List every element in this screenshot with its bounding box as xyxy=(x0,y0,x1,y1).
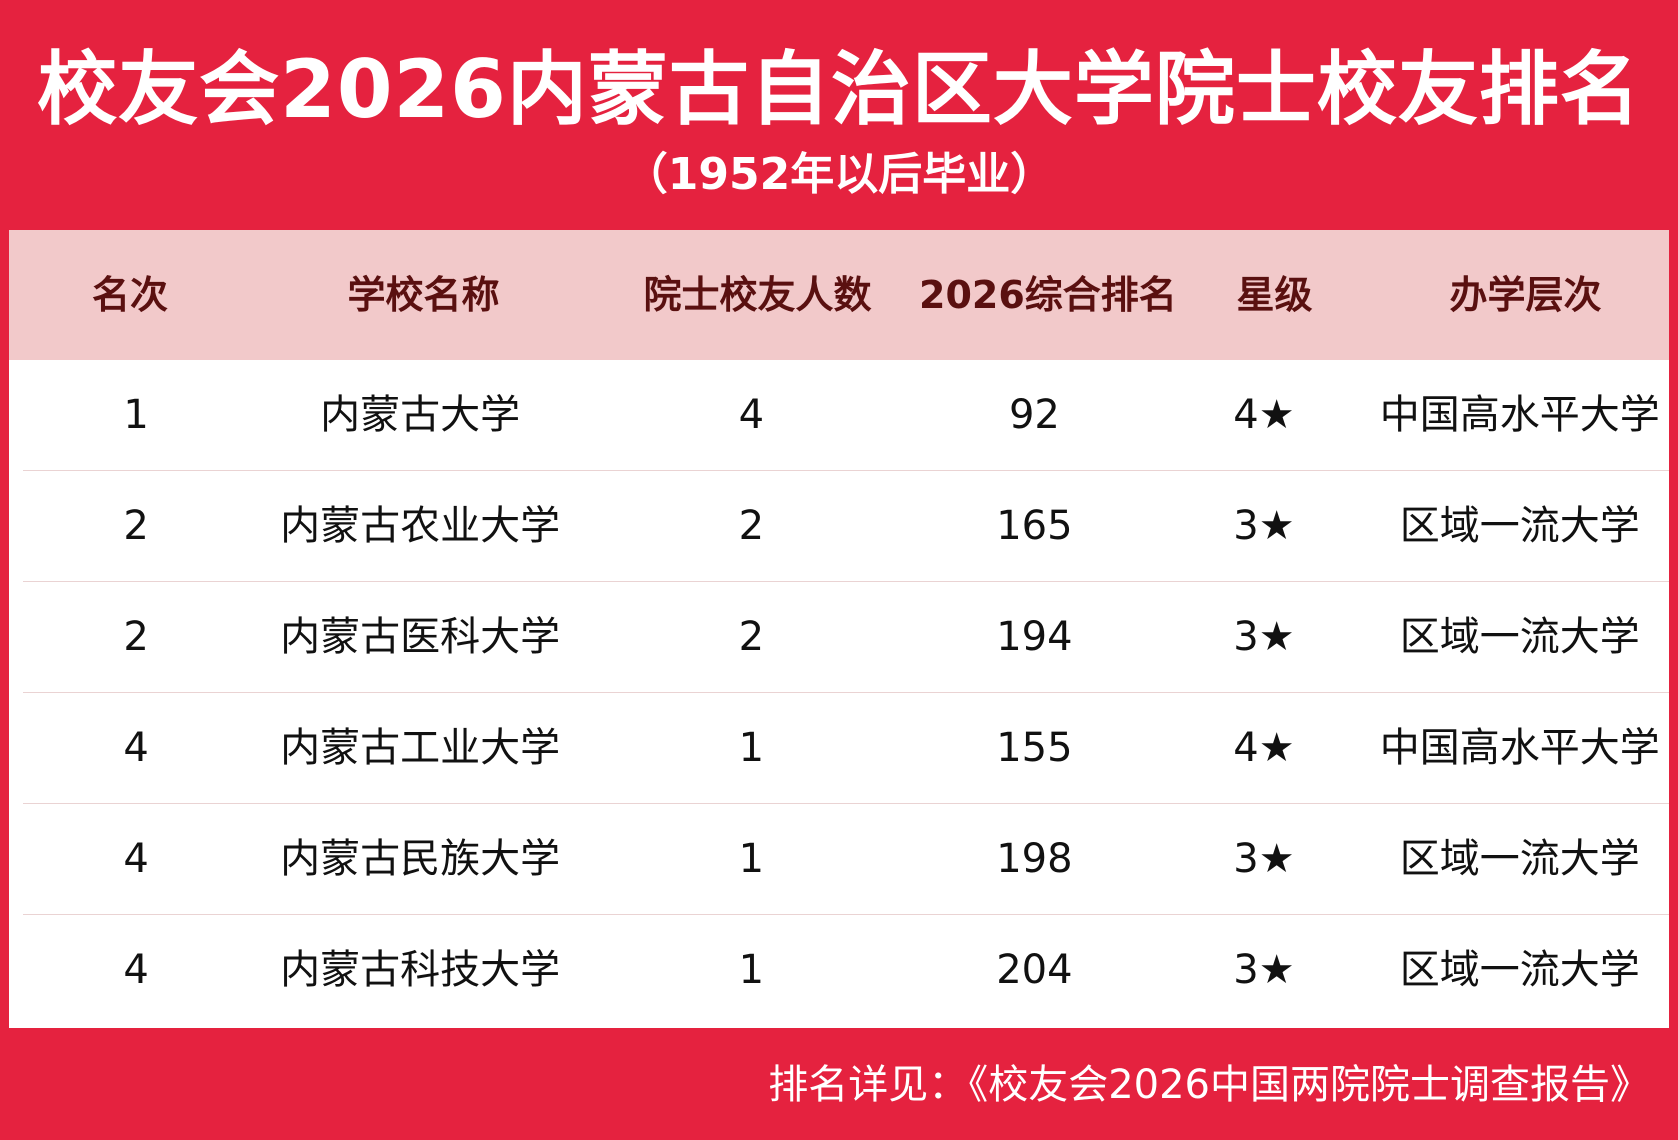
stars-cell: 4★ xyxy=(1233,392,1295,438)
school-cell: 内蒙古工业大学 xyxy=(280,725,561,771)
column-header-rank: 名次 xyxy=(91,273,168,317)
school-cell: 内蒙古大学 xyxy=(320,392,521,438)
rank-cell: 2 xyxy=(123,503,149,549)
stars-cell: 3★ xyxy=(1233,947,1295,993)
level-cell: 区域一流大学 xyxy=(1399,614,1640,660)
count-cell: 4 xyxy=(738,392,765,438)
overall-rank-cell: 194 xyxy=(996,614,1073,660)
table-row: 4 内蒙古民族大学 1 198 3★ 区域一流大学 xyxy=(23,804,1669,915)
overall-rank-cell: 198 xyxy=(996,836,1073,882)
column-header-academician-count: 院士校友人数 xyxy=(643,273,872,317)
column-header-stars: 星级 xyxy=(1236,273,1313,317)
table-row: 1 内蒙古大学 4 92 4★ 中国高水平大学 xyxy=(23,360,1669,471)
count-cell: 1 xyxy=(738,947,765,993)
stars-cell: 3★ xyxy=(1233,503,1295,549)
stars-cell: 4★ xyxy=(1233,725,1295,771)
table-row: 4 内蒙古科技大学 1 204 3★ 区域一流大学 xyxy=(23,915,1669,1026)
table-row: 2 内蒙古医科大学 2 194 3★ 区域一流大学 xyxy=(23,582,1669,693)
count-cell: 2 xyxy=(738,614,765,660)
level-cell: 中国高水平大学 xyxy=(1379,725,1660,771)
table-header-row: 名次 学校名称 院士校友人数 2026综合排名 星级 办学层次 xyxy=(9,230,1669,360)
overall-rank-cell: 92 xyxy=(1008,392,1060,438)
table-body: 1 内蒙古大学 4 92 4★ 中国高水平大学 2 内蒙古农业大学 2 165 … xyxy=(23,360,1669,1026)
level-cell: 中国高水平大学 xyxy=(1379,392,1660,438)
rank-cell: 4 xyxy=(123,836,149,882)
ranking-table: 名次 学校名称 院士校友人数 2026综合排名 星级 办学层次 1 内蒙古大学 … xyxy=(9,230,1669,1028)
rank-cell: 2 xyxy=(123,614,149,660)
level-cell: 区域一流大学 xyxy=(1399,503,1640,549)
rank-cell: 4 xyxy=(123,725,149,771)
page-subtitle: （1952年以后毕业） xyxy=(623,149,1055,200)
school-cell: 内蒙古民族大学 xyxy=(280,836,561,882)
column-header-school: 学校名称 xyxy=(347,273,500,317)
table-row: 4 内蒙古工业大学 1 155 4★ 中国高水平大学 xyxy=(23,693,1669,804)
overall-rank-cell: 165 xyxy=(996,503,1073,549)
overall-rank-cell: 204 xyxy=(996,947,1073,993)
school-cell: 内蒙古科技大学 xyxy=(280,947,561,993)
overall-rank-cell: 155 xyxy=(996,725,1073,771)
count-cell: 1 xyxy=(738,725,765,771)
stars-cell: 3★ xyxy=(1233,614,1295,660)
column-header-level: 办学层次 xyxy=(1449,273,1602,317)
source-note: 排名详见：《校友会2026中国两院院士调查报告》 xyxy=(768,1062,1650,1108)
count-cell: 1 xyxy=(738,836,765,882)
school-cell: 内蒙古农业大学 xyxy=(280,503,561,549)
stars-cell: 3★ xyxy=(1233,836,1295,882)
page-title: 校友会2026内蒙古自治区大学院士校友排名 xyxy=(37,43,1641,136)
rank-cell: 4 xyxy=(123,947,149,993)
rank-cell: 1 xyxy=(123,392,149,438)
count-cell: 2 xyxy=(738,503,765,549)
level-cell: 区域一流大学 xyxy=(1399,836,1640,882)
table-row: 2 内蒙古农业大学 2 165 3★ 区域一流大学 xyxy=(23,471,1669,582)
column-header-overall-rank: 2026综合排名 xyxy=(919,273,1177,317)
level-cell: 区域一流大学 xyxy=(1399,947,1640,993)
school-cell: 内蒙古医科大学 xyxy=(280,614,561,660)
